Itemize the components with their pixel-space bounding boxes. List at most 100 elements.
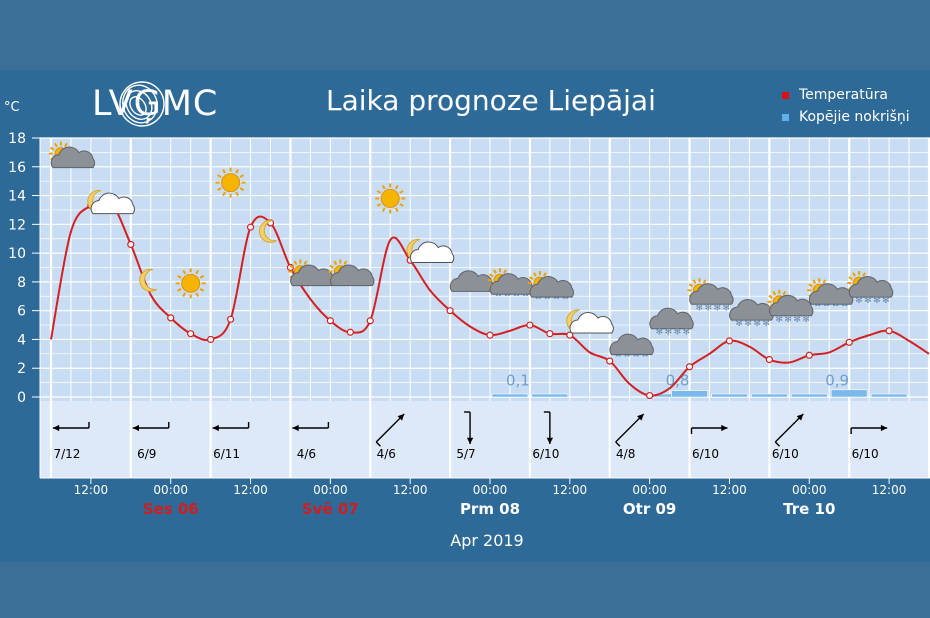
precipitation-bar [791,393,828,398]
temperature-point [566,331,574,339]
x-tick-label: 00:00 [632,483,667,497]
snow-flake: ✻ [735,319,743,329]
sun-ray [822,279,827,284]
snow-flake: ✻ [784,315,792,325]
day-label: Tre 10 [783,500,835,518]
snow-flake: ✻ [683,328,691,338]
wind-arrow-head [397,414,405,421]
snow-flake: ✻ [744,319,752,329]
sun-ray [782,290,787,296]
snow-flake: ✻ [793,315,801,325]
temperature-point [207,335,215,344]
sun-ray [217,187,222,191]
temperature-point [446,307,454,315]
x-tick-label: 12:00 [74,483,109,497]
sun-ray [303,260,308,266]
wind-label: 6/10 [532,447,559,461]
sun-ray [394,207,399,212]
sun-ray [542,272,547,277]
snow-flake: ✻ [665,328,673,338]
temperature-point [526,321,534,329]
temperature-point [127,240,135,249]
wind-arrow-head [292,424,299,432]
sun-ray [222,191,226,197]
x-tick-label: 12:00 [872,483,907,497]
moon-icon [139,268,158,292]
cloud-shape [769,294,814,317]
top-band [0,0,930,70]
wind-arrow-head [466,437,474,444]
sun-ray [195,269,200,275]
sun-ray [50,146,55,151]
wind-label: 6/11 [213,447,240,461]
temperature-point [606,357,614,365]
precipitation-label: 0,1 [506,371,530,389]
temperature-point [646,391,654,400]
wind-arrow-icon [212,422,250,432]
y-axis-unit: °C [4,100,20,115]
wind-label: 4/6 [377,447,396,461]
cloudy-rain-icon [609,333,654,357]
y-tick-label: 8 [17,275,26,291]
sun-ray [493,269,497,274]
temperature-point [845,338,853,346]
snow-flake: ✻ [775,315,783,325]
cloud-shape [90,192,135,215]
month-label: Apr 2019 [450,531,523,550]
wind-label: 6/10 [772,447,799,461]
x-tick-label: 00:00 [313,483,348,497]
day-label: Svē 07 [302,500,359,518]
y-tick-label: 18 [8,131,26,147]
precipitation-bar [491,393,529,398]
wind-arrow-tail [774,441,781,447]
temperature-point [546,330,554,338]
lvgmc-logo-icon [119,81,165,127]
wind-arrow-head [52,424,60,432]
sun-ray [503,269,507,274]
sun-icon [375,183,406,214]
sun-ray [235,169,239,174]
plot-area [40,138,930,401]
cloud-shape [50,146,96,169]
wind-arrow-icon [543,411,554,444]
day-label: Ses 06 [143,500,199,518]
sun-ray [692,279,697,284]
cloud-moon-icon [566,309,614,334]
temperature-point [246,223,255,231]
legend: Temperatūra Kopējie nokrišņi [782,84,910,128]
horizontal-grid [40,137,930,398]
wind-arrow-head [637,414,644,421]
partly-cloudy-snow-icon: ✻ ✻ ✻ ✻ [847,271,894,306]
partly-cloudy-icon [328,259,375,287]
partly-cloudy-rain-icon [527,271,574,299]
sun-ray [489,273,494,278]
x-tick-label: 12:00 [393,483,428,497]
wind-arrow-icon [375,413,405,447]
partly-cloudy-rain-icon [807,278,854,306]
precipitation-bar [751,393,788,398]
cloud-shape [529,276,574,298]
snow-flake: ✻ [802,315,810,325]
snow-flake: ✻ [873,296,881,306]
day-label: Otr 09 [623,500,676,518]
precipitation-bar [671,390,708,398]
temperature-point [765,355,773,364]
y-tick-label: 10 [8,246,26,262]
cloud-moon-icon [406,238,455,264]
sun-disc [181,273,201,293]
snow-flake: ✻ [882,296,890,306]
sun-ray [852,272,857,277]
moon-shape [258,219,277,243]
sun-ray [688,283,694,288]
wind-arrow-icon [690,424,728,434]
cloud-shape [689,283,734,305]
partly-cloudy-icon [48,141,96,169]
sun-ray [177,287,182,292]
sun-ray [376,203,382,207]
cloudy-snow-icon: ✻ ✻ ✻ ✻ [649,307,694,338]
sun-ray [848,276,853,280]
moon-shape [139,268,158,292]
wind-arrow-icon [132,422,170,432]
wind-arrow-icon [292,422,330,432]
temperature-point [187,330,195,338]
